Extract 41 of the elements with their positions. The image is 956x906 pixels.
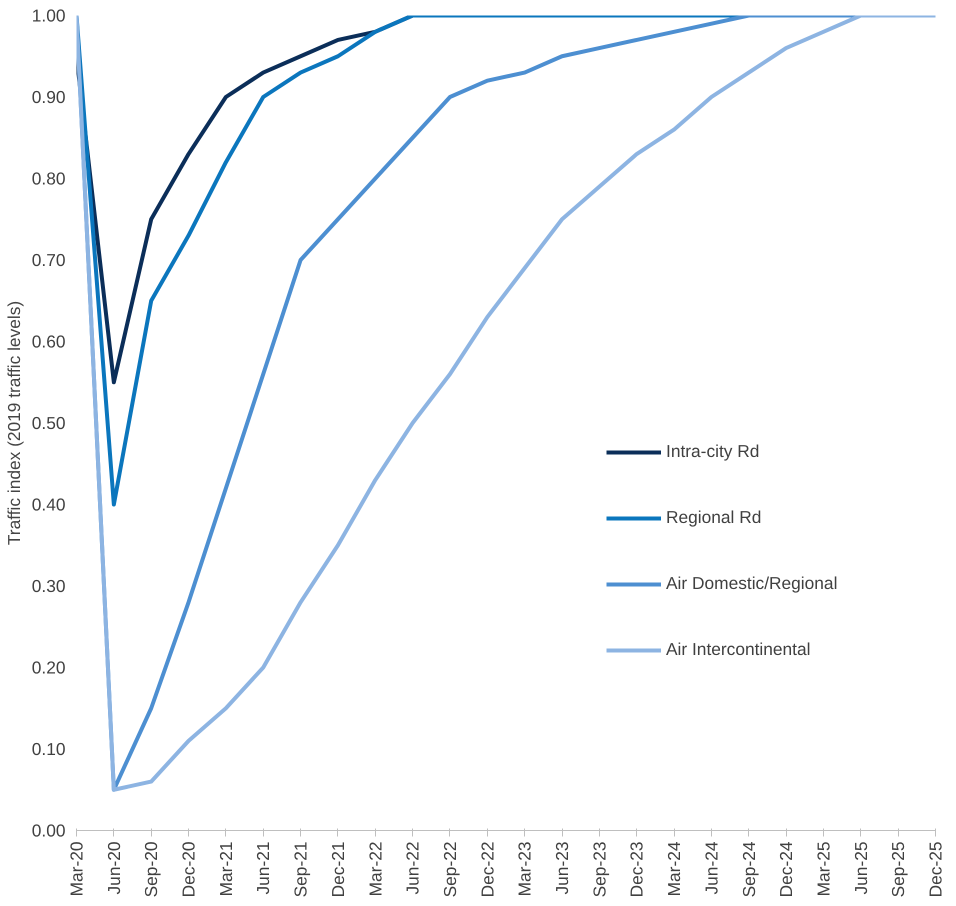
x-tick-label: Sep-24 [738, 841, 759, 898]
x-tick-label: Sep-25 [888, 841, 908, 898]
x-tick-label: Mar-23 [514, 841, 535, 896]
y-tick-label: 0.10 [32, 739, 66, 759]
y-tick-label: 1.00 [32, 6, 66, 26]
x-tick-label: Jun-22 [402, 842, 423, 894]
line-series [76, 16, 936, 792]
x-tick-label: Jun-23 [552, 842, 572, 894]
y-tick-label: 0.60 [32, 332, 66, 352]
y-tick-label: 0.30 [32, 576, 66, 596]
x-tick-label: Sep-23 [589, 841, 610, 898]
x-tick-label: Dec-20 [178, 841, 199, 898]
x-tick-label: Mar-25 [813, 841, 834, 896]
x-tick-label: Dec-24 [776, 841, 796, 898]
y-axis-title: Traffic index (2019 traffic levels) [4, 300, 24, 546]
x-tick-label: Mar-20 [66, 841, 86, 896]
legend-label: Air Domestic/Regional [666, 573, 838, 594]
y-tick-label: 0.20 [32, 658, 66, 678]
x-tick-label: Sep-22 [440, 841, 460, 898]
y-tick-label: 0.40 [32, 494, 66, 514]
y-tick-label: 0.50 [32, 413, 66, 433]
x-tick-label: Jun-24 [701, 841, 722, 894]
x-tick-label: Dec-22 [477, 841, 498, 898]
x-tick-label: Mar-22 [365, 841, 386, 896]
x-tick-label: Jun-20 [104, 842, 124, 894]
y-tick-label: 0.70 [32, 250, 66, 270]
legend-label: Regional Rd [666, 507, 762, 528]
y-tick-label: 0.80 [32, 168, 66, 188]
x-tick-label: Jun-25 [850, 842, 871, 894]
x-tick-label: Dec-23 [626, 841, 647, 898]
x-tick-label: Mar-24 [664, 841, 684, 896]
legend-label: Air Intercontinental [666, 639, 810, 660]
x-tick-label: Jun-21 [253, 842, 274, 894]
x-tick-label: Mar-21 [216, 841, 236, 896]
x-tick-label: Dec-25 [926, 841, 946, 898]
legend-label: Intra-city Rd [666, 441, 760, 462]
y-tick-label: 0.00 [32, 820, 66, 840]
x-tick-label: Sep-20 [141, 841, 162, 898]
x-tick-label: Sep-21 [290, 841, 311, 898]
y-tick-label: 0.90 [32, 87, 66, 107]
x-tick-label: Dec-21 [328, 841, 348, 898]
